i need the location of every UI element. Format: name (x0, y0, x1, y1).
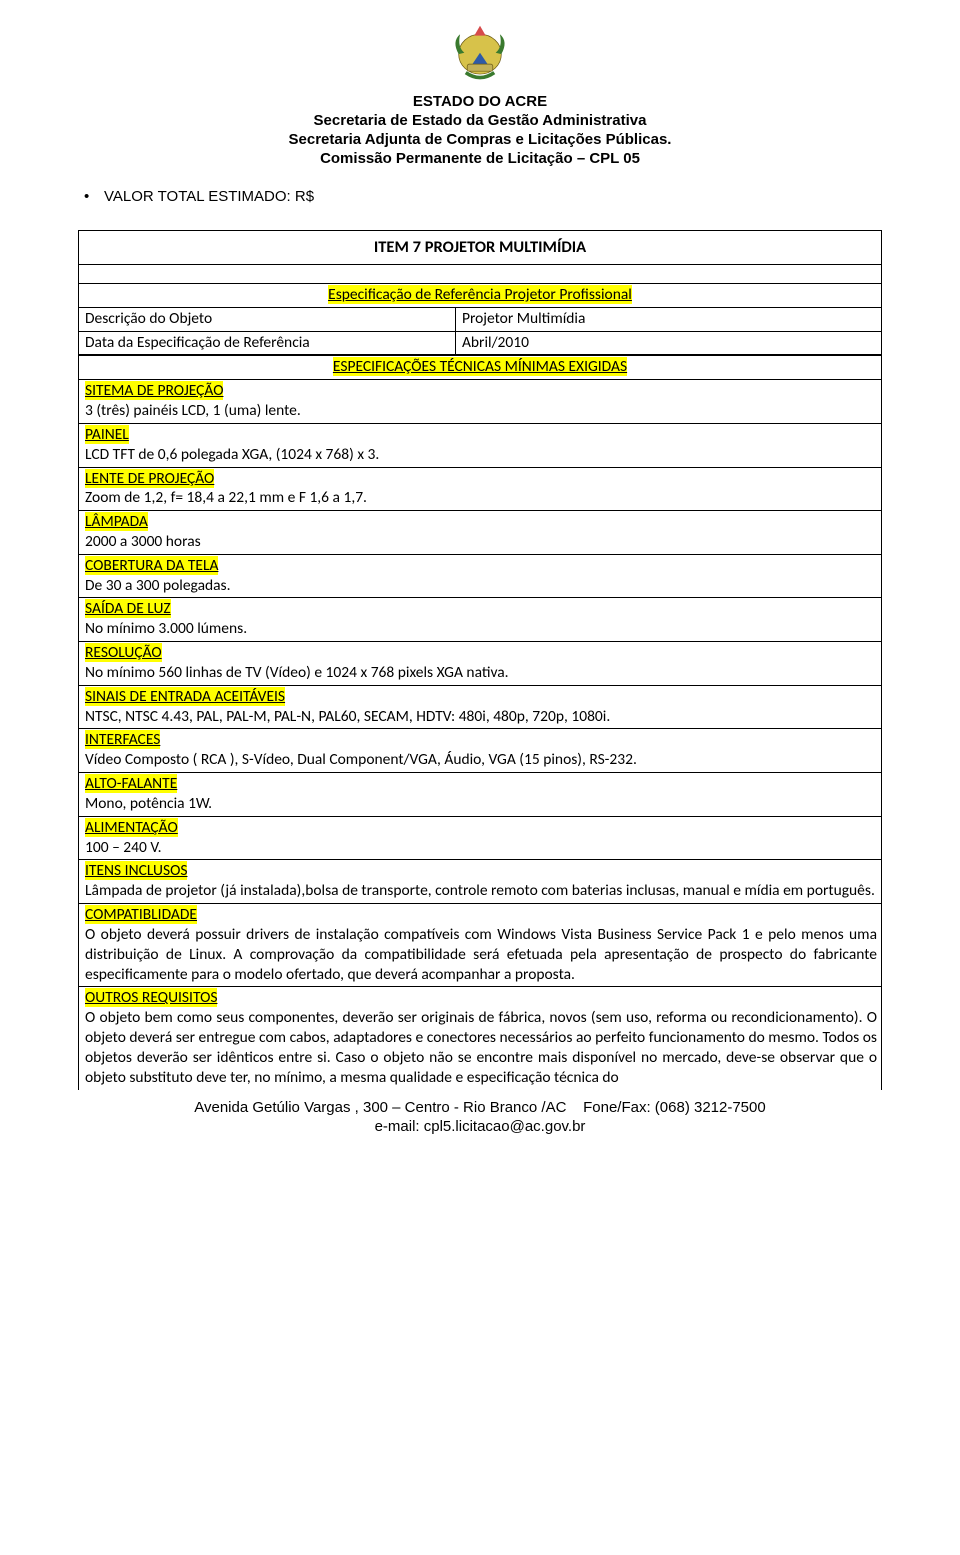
h-lente: LENTE DE PROJEÇÃO (85, 469, 214, 488)
b-itens: Lâmpada de projetor (já instalada),bolsa… (85, 881, 875, 900)
section-lente: LENTE DE PROJEÇÃO Zoom de 1,2, f= 18,4 a… (78, 468, 882, 512)
document-header: ESTADO DO ACRE Secretaria de Estado da G… (78, 20, 882, 169)
b-alim: 100 – 240 V. (85, 838, 162, 857)
b-painel: LCD TFT de 0,6 polegada XGA, (1024 x 768… (85, 445, 379, 464)
section-alto-falante: ALTO-FALANTE Mono, potência 1W. (78, 773, 882, 817)
row-descricao-objeto: Descrição do Objeto Projetor Multimídia (78, 308, 882, 332)
spec-tecnicas-row: ESPECIFICAÇÕES TÉCNICAS MÍNIMAS EXIGIDAS (78, 355, 882, 380)
footer-address: Avenida Getúlio Vargas , 300 – Centro - … (194, 1099, 566, 1116)
b-sitema: 3 (três) painéis LCD, 1 (uma) lente. (85, 401, 301, 420)
b-int: Vídeo Composto ( RCA ), S-Vídeo, Dual Co… (85, 750, 637, 769)
header-line-4: Comissão Permanente de Licitação – CPL 0… (78, 149, 882, 168)
section-lampada: LÂMPADA 2000 a 3000 horas (78, 511, 882, 555)
page: ESTADO DO ACRE Secretaria de Estado da G… (0, 0, 960, 1166)
section-itens-inclusos: ITENS INCLUSOS Lâmpada de projetor (já i… (78, 860, 882, 904)
b-comp: O objeto deverá possuir drivers de insta… (85, 925, 877, 984)
header-line-3: Secretaria Adjunta de Compras e Licitaçõ… (78, 130, 882, 149)
b-sin: NTSC, NTSC 4.43, PAL, PAL-M, PAL-N, PAL6… (85, 707, 610, 726)
h-luz: SAÍDA DE LUZ (85, 599, 171, 618)
spec-reference-text: Especificação de Referência Projetor Pro… (328, 285, 632, 304)
section-sitema: SITEMA DE PROJEÇÃO 3 (três) painéis LCD,… (78, 380, 882, 424)
footer-phone: Fone/Fax: (068) 3212-7500 (583, 1099, 766, 1116)
section-compatibilidade: COMPATIBLIDADE O objeto deverá possuir d… (78, 904, 882, 987)
section-outros-requisitos: OUTROS REQUISITOS O objeto bem como seus… (78, 987, 882, 1089)
h-alim: ALIMENTAÇÃO (85, 818, 178, 837)
spacer (78, 265, 882, 283)
h-comp: COMPATIBLIDADE (85, 905, 197, 924)
value-descricao-objeto: Projetor Multimídia (456, 308, 881, 331)
valor-total-bullet: VALOR TOTAL ESTIMADO: R$ (104, 187, 882, 206)
b-cobertura: De 30 a 300 polegadas. (85, 576, 231, 595)
b-luz: No mínimo 3.000 lúmens. (85, 619, 247, 638)
spec-tecnicas-text: ESPECIFICAÇÕES TÉCNICAS MÍNIMAS EXIGIDAS (333, 357, 627, 376)
h-sitema: SITEMA DE PROJEÇÃO (85, 381, 223, 400)
h-int: INTERFACES (85, 730, 160, 749)
item-title: ITEM 7 PROJETOR MULTIMÍDIA (78, 230, 882, 265)
spec-reference-row: Especificação de Referência Projetor Pro… (78, 283, 882, 308)
h-out: OUTROS REQUISITOS (85, 988, 217, 1007)
section-sinais: SINAIS DE ENTRADA ACEITÁVEIS NTSC, NTSC … (78, 686, 882, 730)
section-resolucao: RESOLUÇÃO No mínimo 560 linhas de TV (Ví… (78, 642, 882, 686)
h-sin: SINAIS DE ENTRADA ACEITÁVEIS (85, 687, 285, 706)
header-line-1: ESTADO DO ACRE (78, 92, 882, 111)
b-res: No mínimo 560 linhas de TV (Vídeo) e 102… (85, 663, 509, 682)
h-lampada: LÂMPADA (85, 512, 148, 531)
value-data-especificacao: Abril/2010 (456, 332, 881, 355)
footer-email: e-mail: cpl5.licitacao@ac.gov.br (375, 1118, 586, 1135)
row-data-especificacao: Data da Especificação de Referência Abri… (78, 332, 882, 356)
section-interfaces: INTERFACES Vídeo Composto ( RCA ), S-Víd… (78, 729, 882, 773)
label-data-especificacao: Data da Especificação de Referência (79, 332, 456, 355)
h-itens: ITENS INCLUSOS (85, 861, 187, 880)
header-line-2: Secretaria de Estado da Gestão Administr… (78, 111, 882, 130)
section-painel: PAINEL LCD TFT de 0,6 polegada XGA, (102… (78, 424, 882, 468)
b-alto: Mono, potência 1W. (85, 794, 212, 813)
crest-icon (443, 20, 517, 90)
h-painel: PAINEL (85, 425, 129, 444)
h-res: RESOLUÇÃO (85, 643, 162, 662)
page-footer: Avenida Getúlio Vargas , 300 – Centro - … (78, 1098, 882, 1136)
section-alimentacao: ALIMENTAÇÃO 100 – 240 V. (78, 817, 882, 861)
b-out: O objeto bem como seus componentes, deve… (85, 1008, 877, 1086)
h-alto: ALTO-FALANTE (85, 774, 177, 793)
label-descricao-objeto: Descrição do Objeto (79, 308, 456, 331)
b-lampada: 2000 a 3000 horas (85, 532, 201, 551)
b-lente: Zoom de 1,2, f= 18,4 a 22,1 mm e F 1,6 a… (85, 488, 367, 507)
section-saida-luz: SAÍDA DE LUZ No mínimo 3.000 lúmens. (78, 598, 882, 642)
h-cobertura: COBERTURA DA TELA (85, 556, 218, 575)
section-cobertura: COBERTURA DA TELA De 30 a 300 polegadas. (78, 555, 882, 599)
